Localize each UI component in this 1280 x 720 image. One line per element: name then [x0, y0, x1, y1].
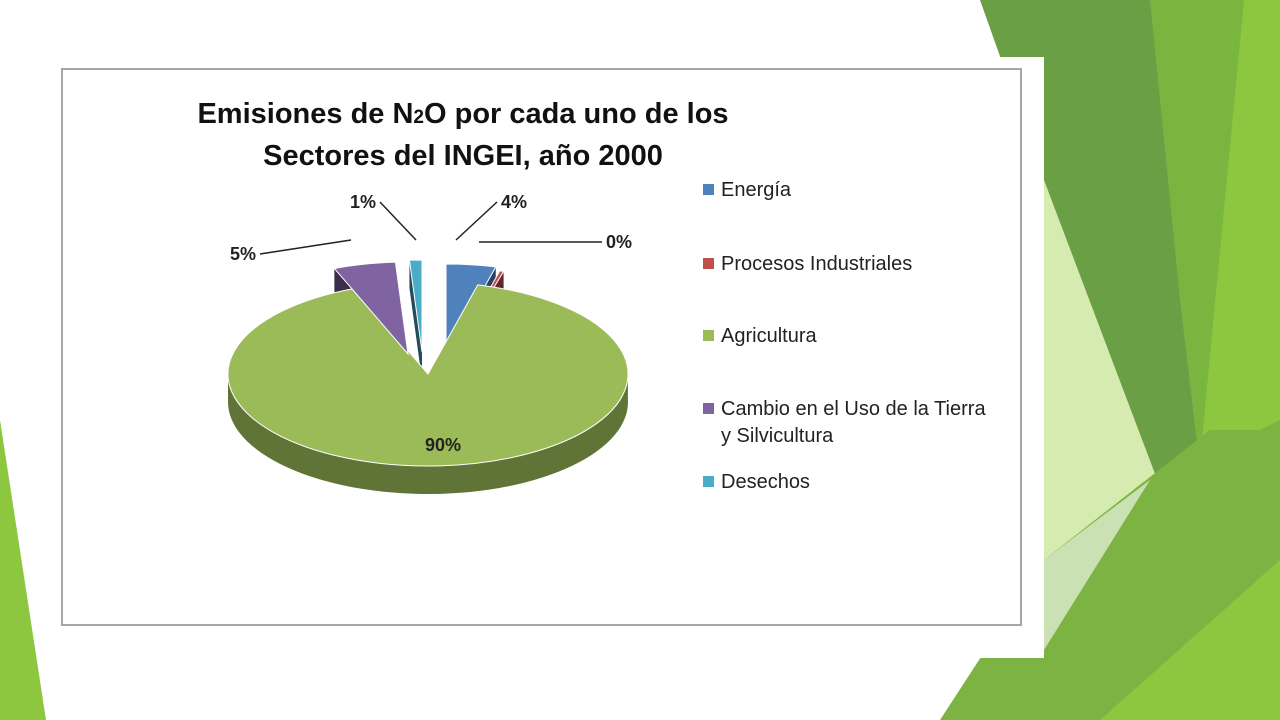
data-label-4: 1% — [350, 192, 376, 212]
legend-swatch-3 — [703, 403, 714, 414]
legend-swatch-2 — [703, 330, 714, 341]
pie-side-2 — [228, 371, 628, 494]
right-light-band — [1200, 0, 1280, 460]
legend-label-0-0: Energía — [721, 179, 792, 201]
leader-line-0 — [455, 201, 498, 241]
data-label-0: 4% — [501, 192, 527, 212]
pie-cut-4 — [409, 260, 422, 380]
legend-entry-3: Cambio en el Uso de la Tierra y Silvicult… — [703, 398, 986, 447]
legend-entry-4: Desechos — [703, 471, 810, 493]
legend-label-2-0: Agricultura — [721, 325, 817, 347]
leader-line-3 — [259, 239, 352, 255]
left-green-stripe — [0, 420, 46, 720]
leader-line-4 — [379, 201, 417, 241]
legend-swatch-1 — [703, 258, 714, 269]
bottom-white-cut — [1044, 480, 1150, 650]
data-label-1: 0% — [606, 232, 632, 252]
chart-title-line-1: Emisiones de N2O por cada uno de los — [197, 98, 728, 130]
legend-entry-1: Procesos Industriales — [703, 253, 912, 275]
pie-slices — [227, 259, 629, 494]
data-labels: 4% 0% 90% 5% 1% — [230, 192, 632, 455]
chart-title: Emisiones de N2O por cada uno de los Sec… — [197, 98, 728, 172]
bottom-light-band — [1100, 560, 1280, 720]
legend-label-4-0: Desechos — [721, 471, 810, 493]
legend-label-1-0: Procesos Industriales — [721, 253, 912, 275]
legend-label-3-1: y Silvicultura — [721, 425, 834, 447]
chart-title-line-2: Sectores del INGEI, año 2000 — [263, 140, 663, 172]
pie-chart: Emisiones de N2O por cada uno de los Sec… — [197, 98, 986, 494]
pie-slice-agricultura — [227, 284, 629, 467]
data-label-2: 90% — [425, 435, 461, 455]
legend-entry-2: Agricultura — [703, 325, 817, 347]
pie-slice-desechos — [408, 259, 423, 353]
pie-slice-cambio-en-el-uso-de-la-tierra-y-silvicultura — [333, 261, 409, 356]
chart-legend: Energía Procesos Industriales Agricultura C… — [703, 179, 986, 493]
legend-swatch-4 — [703, 476, 714, 487]
legend-entry-0: Energía — [703, 179, 792, 201]
data-label-3: 5% — [230, 244, 256, 264]
legend-label-3-0: Cambio en el Uso de la Tierra — [721, 398, 986, 420]
legend-swatch-0 — [703, 184, 714, 195]
